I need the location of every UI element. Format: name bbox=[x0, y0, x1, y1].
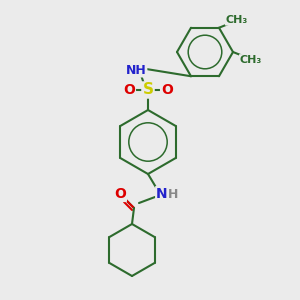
Text: O: O bbox=[123, 83, 135, 97]
Text: CH₃: CH₃ bbox=[226, 15, 248, 25]
Text: NH: NH bbox=[126, 64, 146, 76]
Text: O: O bbox=[161, 83, 173, 97]
Text: N: N bbox=[156, 187, 168, 201]
Text: O: O bbox=[114, 187, 126, 201]
Text: CH₃: CH₃ bbox=[240, 55, 262, 65]
Text: H: H bbox=[168, 188, 178, 200]
Text: S: S bbox=[142, 82, 154, 98]
